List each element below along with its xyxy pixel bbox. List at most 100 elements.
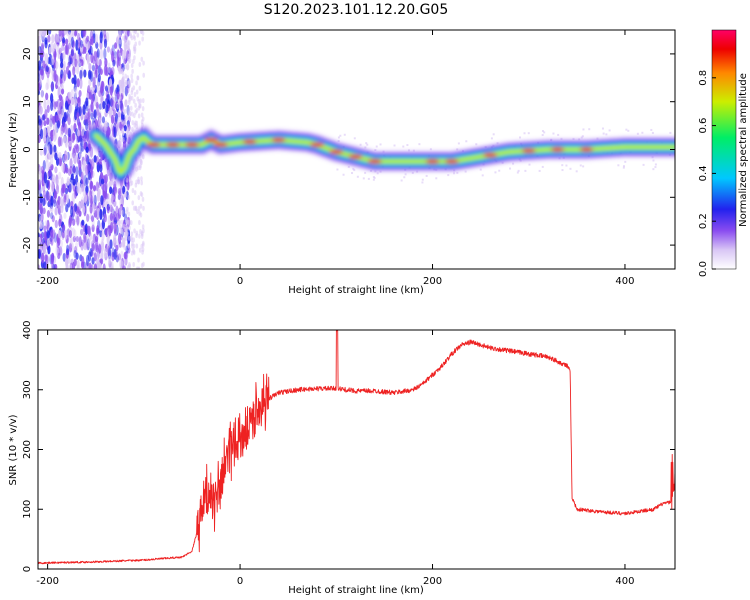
spectrogram-speckle bbox=[123, 124, 127, 132]
spectrogram-peak bbox=[348, 154, 363, 159]
spectrogram-speckle bbox=[126, 133, 129, 139]
spectrogram-speckle bbox=[98, 243, 102, 254]
spectrogram-speckle bbox=[118, 232, 122, 245]
spectrogram-speckle bbox=[99, 68, 103, 75]
spectrogram-speckle bbox=[89, 248, 93, 257]
spectrogram-speckle bbox=[139, 191, 143, 197]
spectrogram-speckle bbox=[68, 229, 73, 238]
spectrogram-speckle bbox=[41, 69, 45, 81]
spectrogram-speckle bbox=[114, 112, 119, 124]
spectrogram-speckle bbox=[524, 169, 527, 172]
spectrogram-speckle bbox=[464, 170, 467, 173]
spectrogram-speckle bbox=[101, 230, 105, 242]
spectrogram-peak bbox=[550, 147, 565, 152]
spectrogram-speckle bbox=[569, 167, 572, 170]
spectrogram-speckle bbox=[124, 73, 127, 79]
spectrogram-speckle bbox=[100, 238, 104, 248]
spectrogram-speckle bbox=[127, 116, 131, 124]
spectrogram-speckle bbox=[87, 170, 91, 181]
spectrogram-speckle bbox=[60, 130, 64, 137]
spectrogram-speckle bbox=[596, 137, 599, 140]
spectrogram-speckle bbox=[86, 225, 91, 235]
spectrogram-speckle bbox=[99, 48, 104, 60]
spectrogram-speckle bbox=[69, 165, 73, 175]
spectrogram-speckle bbox=[53, 51, 57, 58]
spectrogram-speckle bbox=[51, 34, 55, 44]
spectrogram-speckle bbox=[117, 194, 121, 201]
spectrogram-speckle bbox=[135, 233, 138, 239]
spectrogram-speckle bbox=[52, 129, 56, 138]
spectrogram-speckle bbox=[126, 265, 130, 269]
spectrogram-speckle bbox=[118, 52, 122, 58]
spectrogram-speckle bbox=[56, 178, 60, 191]
spectrogram-speckle bbox=[541, 133, 544, 136]
spectrogram-speckle bbox=[96, 109, 100, 119]
spectrogram-speckle bbox=[99, 171, 104, 180]
spectrogram-speckle bbox=[126, 75, 130, 81]
spectrogram-speckle bbox=[129, 110, 132, 116]
spectrogram-speckle bbox=[128, 31, 132, 37]
spectrogram-speckle bbox=[575, 170, 578, 173]
spectrogram-speckle bbox=[96, 48, 100, 59]
spectrogram-speckle bbox=[91, 257, 95, 265]
spectrogram-speckle bbox=[54, 219, 58, 229]
spectrogram-speckle bbox=[43, 99, 47, 110]
spectrogram-speckle bbox=[38, 166, 42, 175]
spectrogram-speckle bbox=[366, 143, 369, 146]
spectrogram-speckle bbox=[89, 188, 93, 197]
spectrogram-speckle bbox=[115, 244, 119, 252]
spectrogram-speckle bbox=[83, 69, 87, 78]
spectrogram-speckle bbox=[140, 262, 144, 268]
spectrogram-speckle bbox=[538, 169, 541, 172]
spectrogram-speckle bbox=[70, 36, 74, 48]
spectrogram-speckle bbox=[62, 37, 66, 44]
spectrogram-speckle bbox=[80, 228, 84, 236]
spectrogram-speckle bbox=[55, 184, 60, 195]
spectrogram-speckle bbox=[127, 211, 131, 217]
spectrogram-speckle bbox=[54, 263, 58, 269]
spectrogram-speckle bbox=[38, 35, 41, 47]
spectrogram-speckle bbox=[62, 252, 66, 262]
spectrogram-speckle bbox=[78, 210, 82, 217]
spectrogram-speckle bbox=[373, 176, 376, 179]
spectrogram-speckle bbox=[43, 143, 48, 155]
spectrogram-peak bbox=[425, 159, 440, 164]
spectrogram-speckle bbox=[133, 55, 136, 61]
spectrogram-speckle bbox=[367, 177, 370, 180]
spectrogram-speckle bbox=[43, 231, 47, 241]
spectrogram-speckle bbox=[141, 106, 145, 112]
spectrogram-speckle bbox=[104, 174, 109, 183]
spectrogram-speckle bbox=[88, 62, 92, 71]
spectrogram-speckle bbox=[76, 117, 80, 126]
spectrogram-speckle bbox=[588, 128, 591, 131]
spectrogram-speckle bbox=[138, 85, 142, 91]
spectrogram-speckle bbox=[102, 100, 106, 110]
spectrogram-speckle bbox=[55, 174, 59, 186]
spectrogram-speckle bbox=[52, 174, 56, 183]
spectrogram-speckle bbox=[138, 40, 141, 46]
spectrogram-speckle bbox=[608, 129, 611, 132]
spectrogram-speckle bbox=[85, 184, 89, 194]
spectrogram-speckle bbox=[84, 153, 88, 162]
spectrogram-speckle bbox=[47, 56, 51, 65]
spectrogram-speckle bbox=[581, 135, 584, 138]
y-tick-label: 0 bbox=[22, 146, 33, 152]
spectrogram-speckle bbox=[339, 134, 342, 137]
spectrogram-speckle bbox=[625, 128, 628, 131]
spectrogram-speckle bbox=[67, 42, 72, 50]
spectrogram-speckle bbox=[141, 196, 145, 202]
spectrogram-speckle bbox=[93, 155, 97, 163]
spectrogram-speckle bbox=[104, 181, 108, 192]
spectrogram-peak bbox=[213, 142, 228, 147]
spectrogram-speckle bbox=[38, 248, 41, 259]
spectrogram-speckle bbox=[100, 241, 105, 252]
spectrogram-speckle bbox=[523, 132, 526, 135]
spectrogram-speckle bbox=[528, 163, 531, 166]
spectrogram-speckle bbox=[57, 195, 61, 206]
spectrogram-speckle bbox=[80, 137, 84, 147]
spectrogram-speckle bbox=[110, 179, 114, 186]
spectrogram-speckle bbox=[406, 144, 409, 147]
spectrogram-speckle bbox=[112, 109, 116, 117]
spectrogram-speckle bbox=[63, 154, 68, 161]
spectrogram-speckle bbox=[79, 142, 83, 154]
